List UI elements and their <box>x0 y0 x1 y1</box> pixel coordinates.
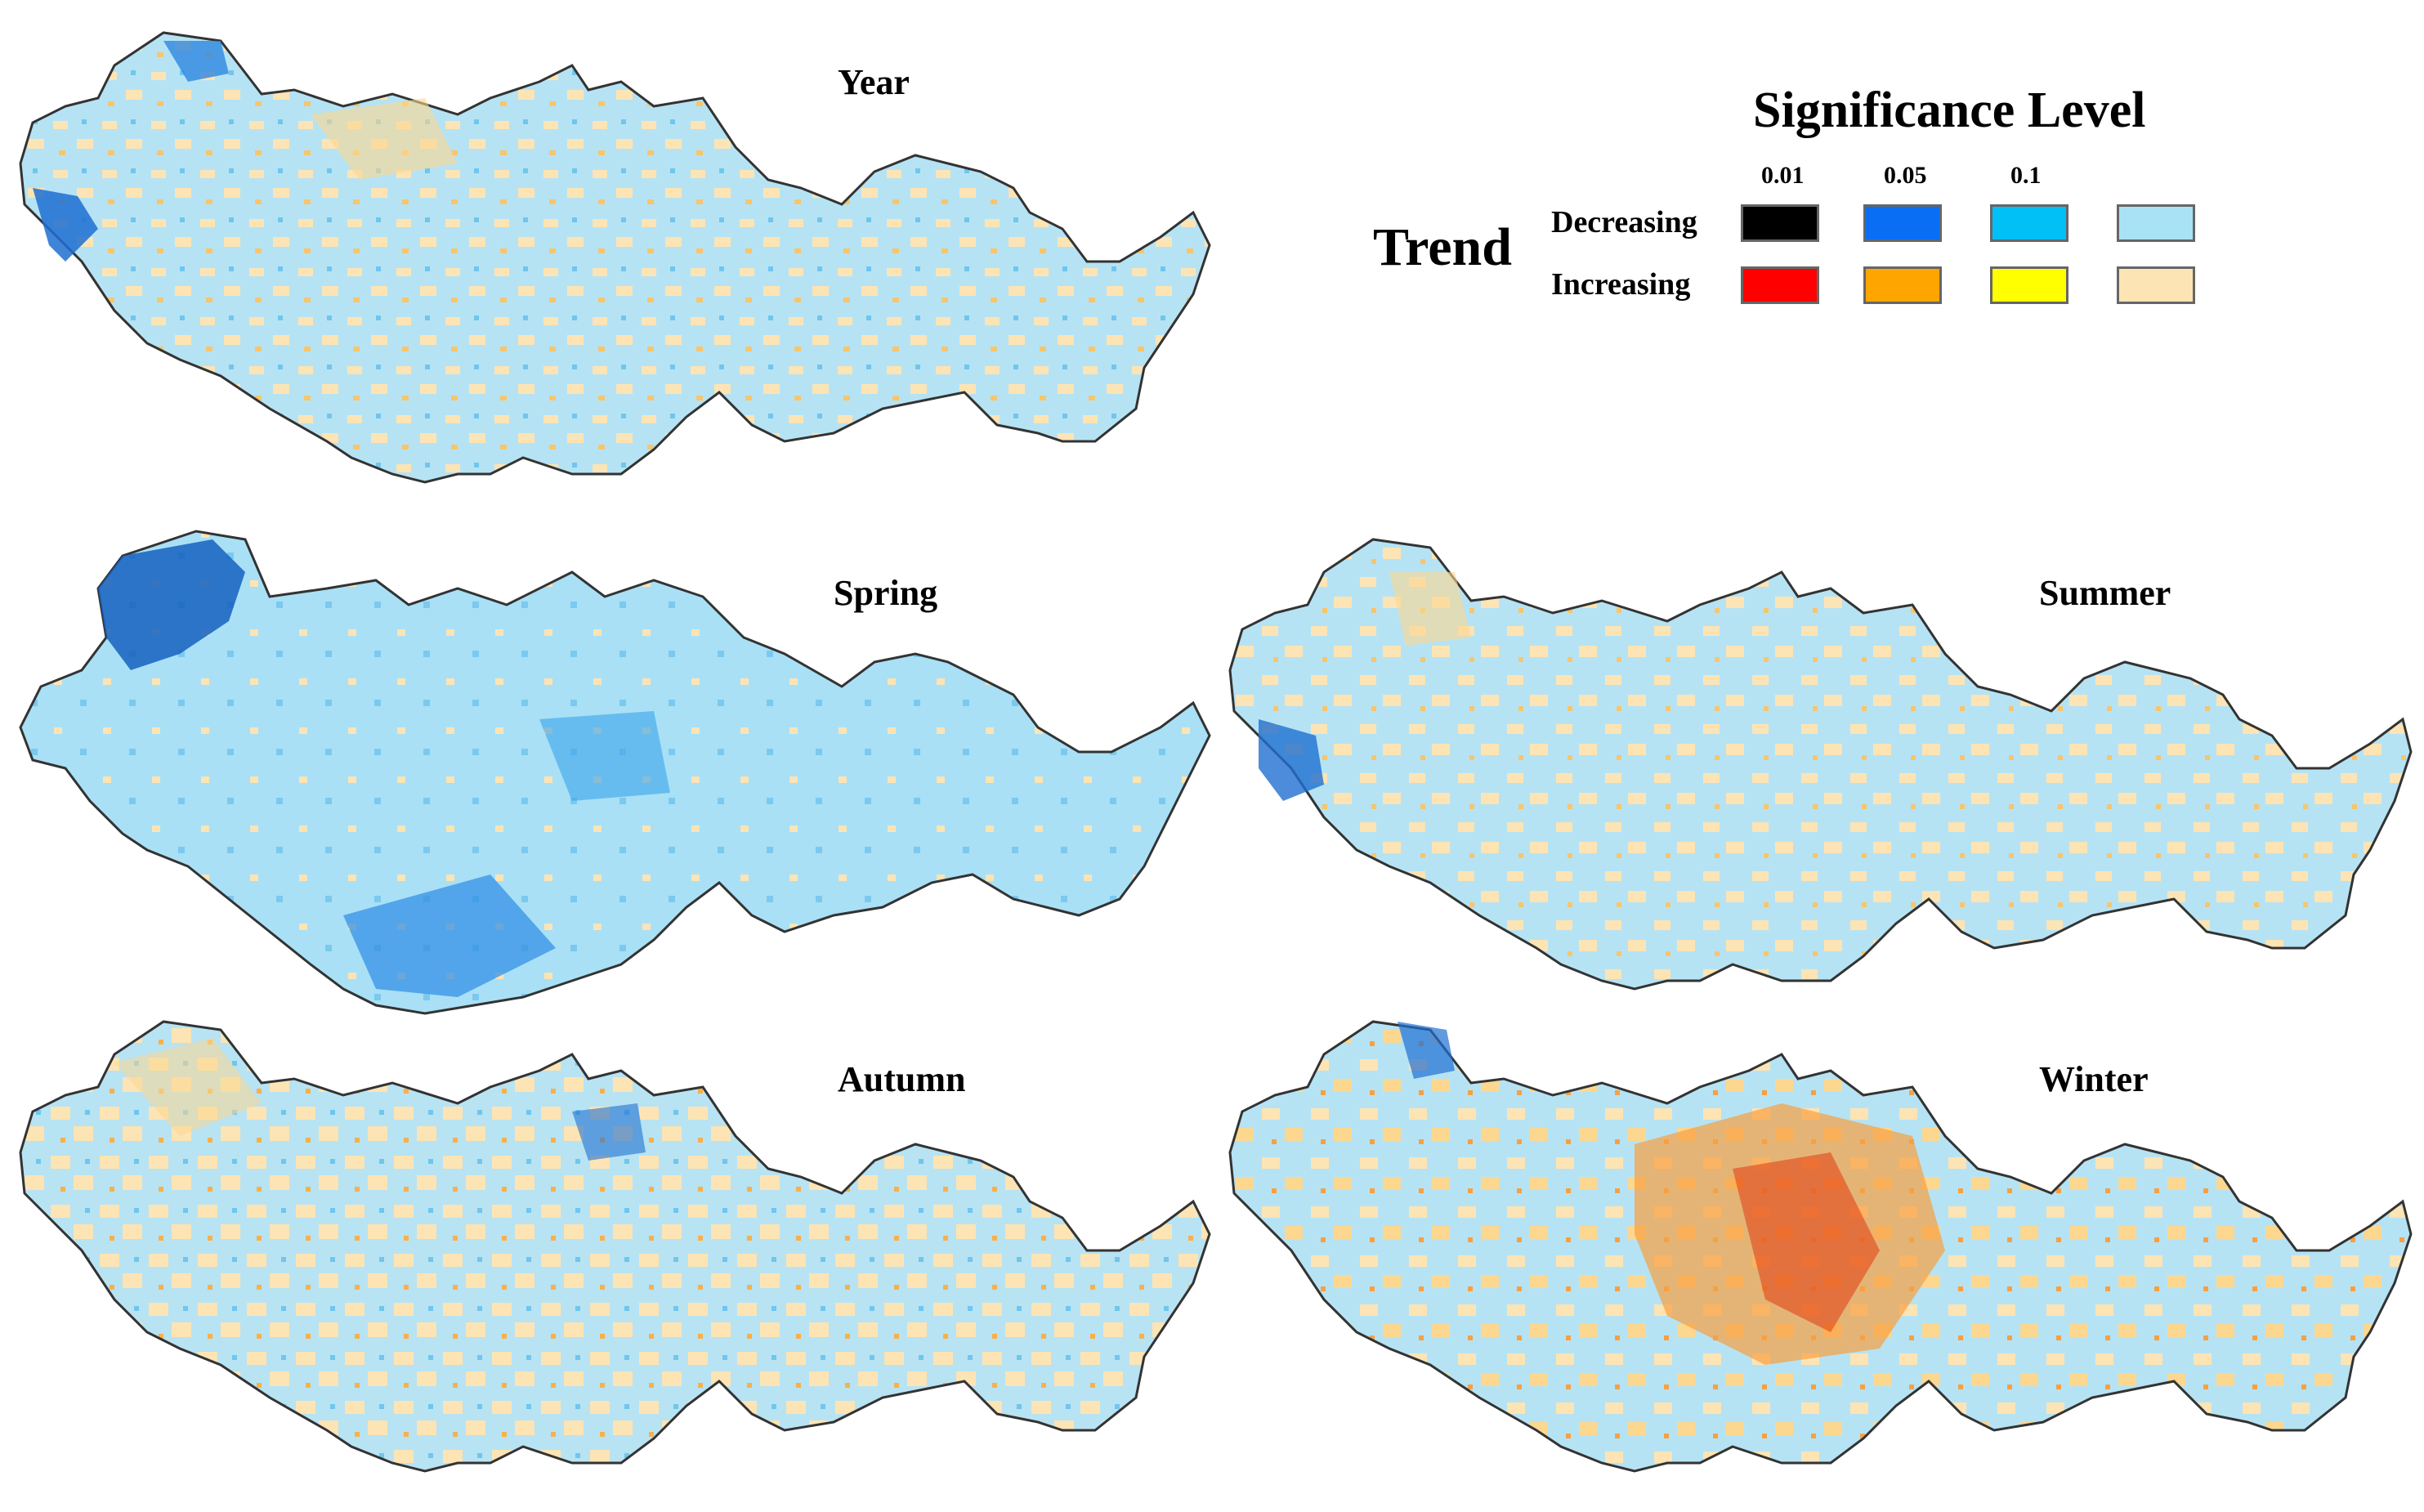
decreasing-label: Decreasing <box>1551 205 1697 239</box>
level-0.01: 0.01 <box>1761 162 1805 189</box>
map-spring <box>19 530 1211 1015</box>
swatch-increasing-0.1 <box>1990 266 2068 304</box>
map-panel-summer: Summer <box>1210 523 2419 1030</box>
map-summer <box>1228 538 2413 991</box>
panel-title-winter: Winter <box>2039 1059 2149 1099</box>
panel-title-year: Year <box>838 62 910 102</box>
swatch-decreasing-ns <box>2117 204 2195 242</box>
significance-legend: Significance Level Trend 0.01 0.05 0.1 D… <box>1373 74 2272 319</box>
panel-title-autumn: Autumn <box>838 1059 966 1099</box>
swatch-increasing-0.05 <box>1863 266 1942 304</box>
map-panel-spring: Spring <box>0 523 1226 1030</box>
panel-title-spring: Spring <box>834 573 938 613</box>
swatch-decreasing-0.1 <box>1990 204 2068 242</box>
map-winter <box>1228 1020 2413 1473</box>
map-panel-year: Year <box>0 16 1226 507</box>
level-0.05: 0.05 <box>1884 162 1927 189</box>
swatch-decreasing-0.05 <box>1863 204 1942 242</box>
panel-title-summer: Summer <box>2039 573 2171 613</box>
trend-label: Trend <box>1373 217 1512 277</box>
map-autumn <box>19 1020 1211 1473</box>
map-panel-autumn: Autumn <box>0 1005 1226 1512</box>
swatch-increasing-0.01 <box>1741 266 1819 304</box>
swatch-increasing-ns <box>2117 266 2195 304</box>
map-panel-winter: Winter <box>1210 1005 2419 1512</box>
legend-title: Significance Level <box>1753 83 2146 138</box>
swatch-decreasing-0.01 <box>1741 204 1819 242</box>
increasing-label: Increasing <box>1551 267 1691 302</box>
level-0.1: 0.1 <box>2010 162 2042 189</box>
map-year <box>19 31 1211 484</box>
